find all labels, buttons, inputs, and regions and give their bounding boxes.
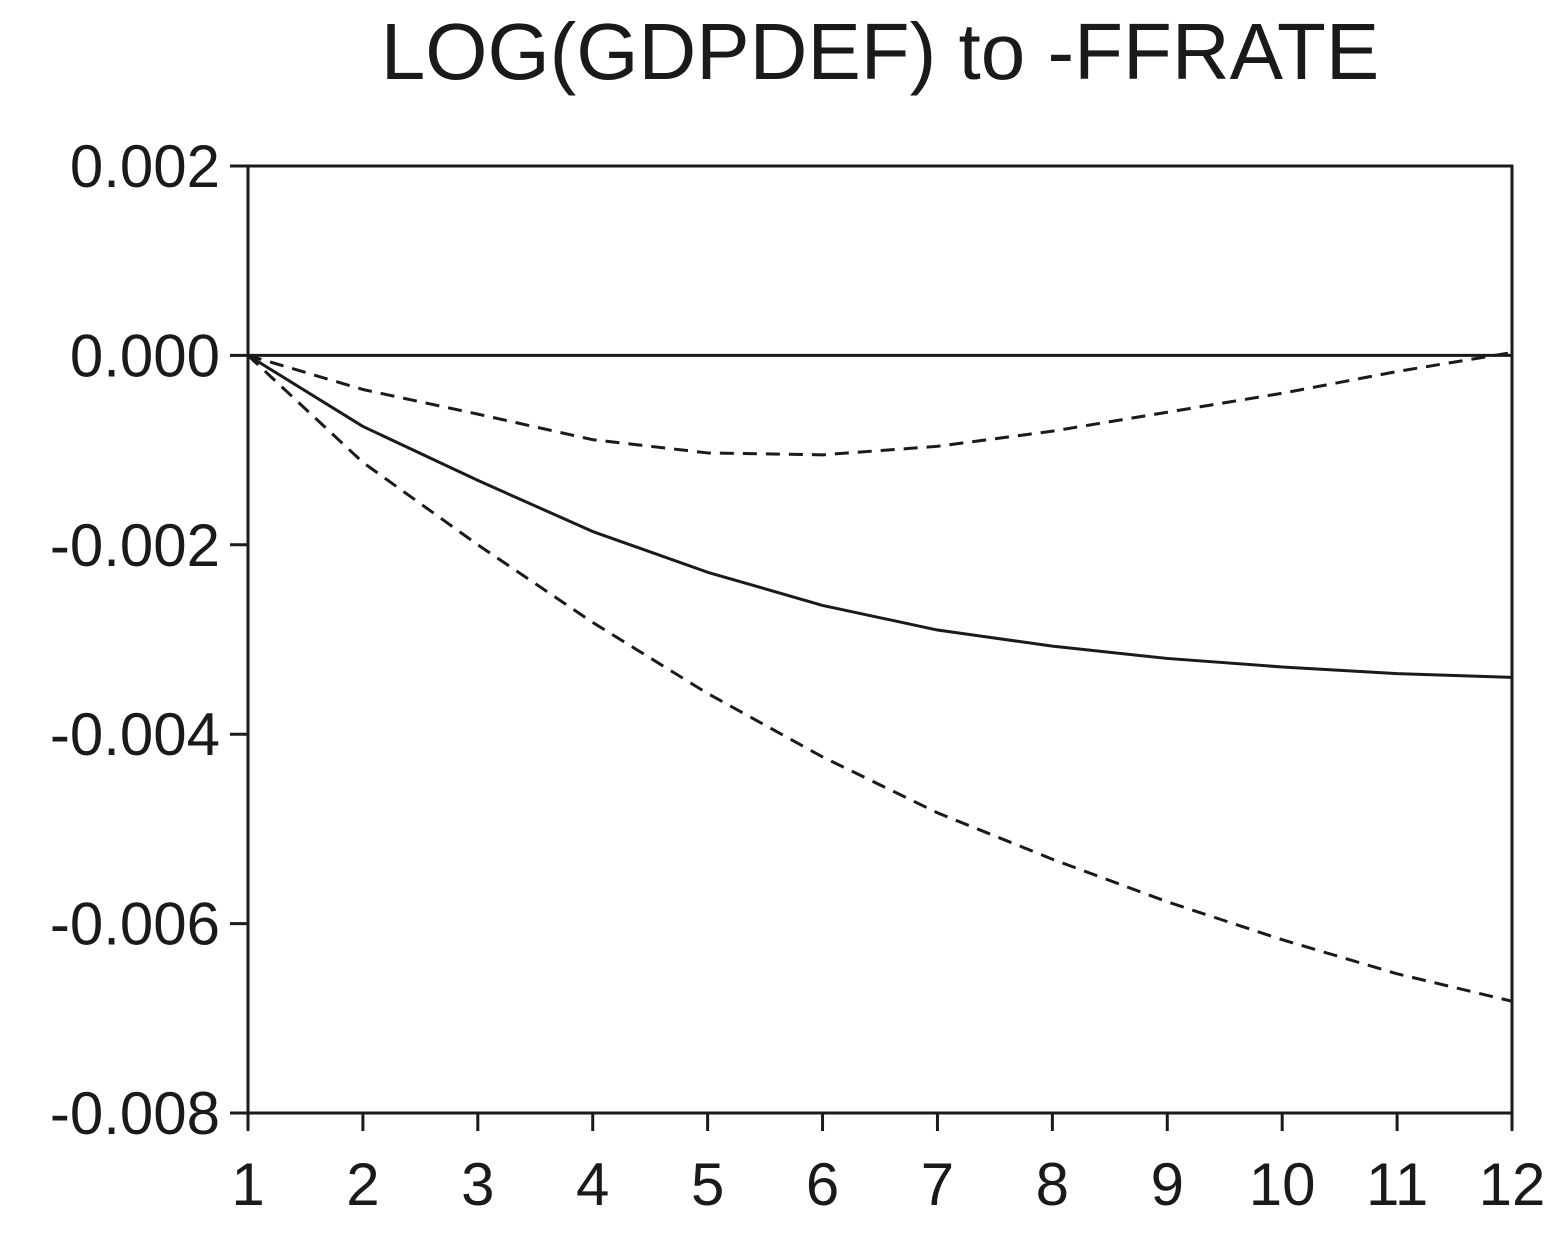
x-tick-label: 1 [231,1151,264,1218]
x-tick-label: 9 [1151,1151,1184,1218]
plot-frame [246,164,1514,1115]
y-tick-label: 0.000 [70,322,220,389]
dashed-band-line-2 [246,354,1513,1003]
x-tick-label: 5 [691,1151,724,1218]
y-tick-label: -0.002 [50,512,220,579]
y-tick-label: 0.002 [70,133,220,200]
x-tick-label: 6 [806,1151,839,1218]
x-tick-label: 7 [921,1151,954,1218]
x-tick-label: 11 [1366,1151,1428,1218]
dashed-band-line-1 [247,351,1513,457]
x-axis: 1 2 3 4 5 6 7 8 9 10 11 12 [231,1113,1545,1218]
response-line [247,354,1513,679]
x-tick-label: 2 [346,1151,379,1218]
series-layer [246,351,1513,1003]
x-tick-label: 4 [576,1151,609,1218]
y-axis: 0.002 0.000 -0.002 -0.004 -0.006 -0.008 [50,133,248,1147]
y-tick-label: -0.008 [50,1080,220,1147]
x-tick-label: 8 [1036,1151,1069,1218]
chart-title: LOG(GDPDEF) to -FFRATE [380,7,1380,96]
y-tick-label: -0.004 [50,701,220,768]
x-tick-label: 3 [461,1151,494,1218]
x-tick-label: 12 [1479,1151,1546,1218]
x-tick-label: 10 [1249,1151,1316,1218]
y-tick-label: -0.006 [50,891,220,958]
